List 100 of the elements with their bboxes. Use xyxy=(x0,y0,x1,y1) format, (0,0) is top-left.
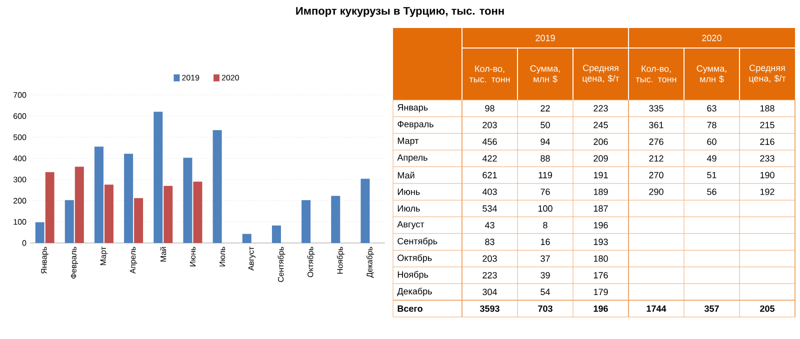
legend-label: 2020 xyxy=(222,74,239,80)
data-label: 39 xyxy=(540,272,550,278)
category-label: Январь xyxy=(398,104,428,112)
y-tick-label: 300 xyxy=(13,176,26,182)
data-label: 8 xyxy=(543,222,548,228)
bar xyxy=(272,225,281,243)
category-label: Сентябрь xyxy=(398,238,438,246)
x-tick-label: Январь xyxy=(41,246,48,274)
data-label: 212 xyxy=(649,155,664,162)
data-label: 192 xyxy=(760,188,774,195)
data-label: 88 xyxy=(540,155,550,162)
data-label: 43 xyxy=(484,222,494,228)
x-tick-label: Октябрь xyxy=(307,246,315,278)
category-label: Март xyxy=(398,138,419,146)
text: Кол-во, тыс. тонн xyxy=(469,66,510,82)
data-label: 176 xyxy=(594,272,608,278)
data-label: 83 xyxy=(485,238,494,246)
data-label: 456 xyxy=(482,138,497,145)
data-label: 63 xyxy=(707,105,716,112)
y-tick-label: 200 xyxy=(14,198,26,204)
data-label: 209 xyxy=(594,155,608,162)
category-label: Февраль xyxy=(398,120,434,130)
x-tick-label: Сентябрь xyxy=(278,246,286,282)
y-tick-label: 400 xyxy=(13,156,26,162)
data-label: 50 xyxy=(540,122,550,128)
data-label: 179 xyxy=(594,288,608,296)
bar xyxy=(212,130,222,243)
data-label: 1744 xyxy=(646,306,666,312)
bar xyxy=(45,172,54,243)
legend-label: 2019 xyxy=(182,74,200,80)
bar xyxy=(242,234,252,243)
data-label: 191 xyxy=(594,172,608,178)
data-label: 51 xyxy=(707,172,716,178)
data-label: 703 xyxy=(538,305,552,312)
bar xyxy=(104,184,114,243)
bar xyxy=(164,186,173,243)
category-label: Август xyxy=(397,221,424,230)
data-label: 98 xyxy=(485,105,494,112)
x-tick-label: Июнь xyxy=(190,246,196,266)
data-label: 216 xyxy=(760,138,774,145)
data-label: 403 xyxy=(482,188,497,195)
x-tick-label: Август xyxy=(248,246,256,271)
data-label: 94 xyxy=(540,138,550,145)
data-label: 621 xyxy=(482,172,497,178)
data-label: 188 xyxy=(760,105,774,112)
bar xyxy=(331,196,340,243)
bar xyxy=(193,182,202,243)
data-label: 76 xyxy=(540,188,550,195)
y-tick-label: 100 xyxy=(14,219,26,225)
text: Сумма, млн $ xyxy=(696,65,726,83)
data-label: 304 xyxy=(482,288,497,296)
data-label: 60 xyxy=(707,138,716,145)
category-label: Декабрь xyxy=(397,288,432,296)
data-label: 203 xyxy=(482,122,497,128)
text: 2020 xyxy=(702,34,722,42)
text: Средняя цена, $/т xyxy=(582,64,620,84)
bar xyxy=(134,198,144,243)
category-label: Июнь xyxy=(398,188,420,195)
x-tick-label: Апрель xyxy=(130,246,138,274)
x-tick-label: Декабрь xyxy=(366,246,374,278)
bar xyxy=(124,154,134,243)
data-label: 196 xyxy=(594,222,608,228)
data-label: 196 xyxy=(594,305,608,312)
text: Кол-во, тыс. тонн xyxy=(636,66,676,82)
data-label: 100 xyxy=(538,205,552,212)
bar xyxy=(183,158,192,243)
y-tick-label: 0 xyxy=(22,240,26,246)
data-label: 78 xyxy=(707,122,716,128)
category-label: Апрель xyxy=(397,154,428,162)
bar xyxy=(94,146,104,243)
y-tick-label: 600 xyxy=(14,113,26,119)
x-tick-label: Февраль xyxy=(70,246,78,279)
data-label: 193 xyxy=(594,238,608,246)
chart-title: Импорт кукурузы в Турцию, тыс. тонн xyxy=(296,7,504,17)
data-label: 203 xyxy=(482,255,497,262)
data-label: 22 xyxy=(540,105,550,112)
x-tick-label: Март xyxy=(100,246,108,265)
data-label: 187 xyxy=(594,205,608,212)
data-label: 361 xyxy=(649,122,664,128)
data-label: 422 xyxy=(482,155,497,162)
bar xyxy=(64,200,74,243)
bar xyxy=(360,178,370,243)
data-label: 54 xyxy=(540,288,550,296)
data-label: 190 xyxy=(760,172,774,178)
data-label: 215 xyxy=(760,122,774,128)
category-label: Июль xyxy=(398,205,420,212)
bar xyxy=(154,112,163,243)
data-label: 276 xyxy=(649,138,664,145)
data-label: 56 xyxy=(707,188,716,195)
data-label: 357 xyxy=(704,305,719,312)
data-label: 534 xyxy=(482,205,497,212)
data-label: 49 xyxy=(706,155,716,162)
data-label: 205 xyxy=(760,305,774,312)
bar xyxy=(302,200,311,243)
data-label: 206 xyxy=(594,138,608,145)
category-label: Всего xyxy=(398,305,422,312)
data-label: 16 xyxy=(540,238,550,246)
data-label: 189 xyxy=(594,188,608,195)
x-tick-label: Май xyxy=(160,247,166,262)
data-label: 223 xyxy=(482,272,497,278)
